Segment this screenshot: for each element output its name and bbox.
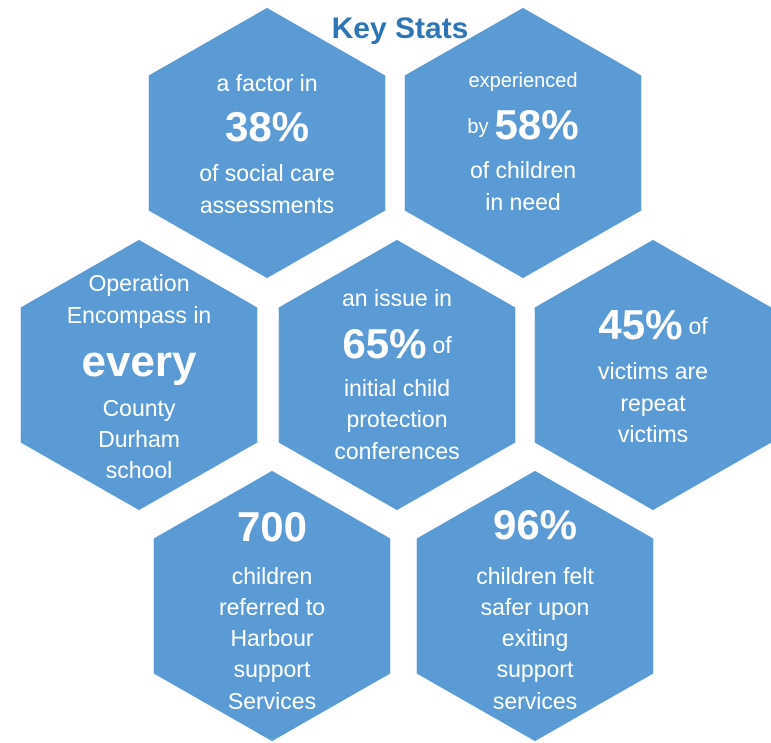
hex-text: County	[103, 395, 176, 421]
hex-line: victims are	[598, 358, 708, 384]
hex-line: assessments	[200, 192, 334, 218]
hex-line: children felt	[476, 563, 594, 589]
hex-line: school	[106, 457, 172, 483]
hex-text: Operation	[88, 270, 189, 296]
hex-text: protection	[346, 406, 447, 432]
hex-line: Harbour	[230, 625, 313, 651]
hex-line: repeat	[620, 390, 686, 416]
hex-text: a factor in	[217, 70, 318, 96]
hexagon	[415, 469, 655, 743]
hex-line: in need	[485, 189, 560, 215]
hex-line: a factor in	[217, 70, 318, 96]
hex-line: Operation	[88, 270, 189, 296]
hex-text: children felt	[476, 563, 594, 589]
hex-text: Durham	[98, 426, 180, 452]
hex-line: County	[103, 395, 176, 421]
hex-text: of	[432, 332, 452, 358]
hex-line: conferences	[334, 438, 459, 464]
hex-line: Encompass in	[67, 302, 211, 328]
hex-line: of children	[470, 157, 576, 183]
hex-text: repeat	[620, 390, 686, 416]
hex-line: Durham	[98, 426, 180, 452]
hex-highlight: 58%	[495, 101, 579, 148]
hex-line: children	[232, 563, 313, 589]
hex-text: support	[497, 656, 574, 682]
hex-line: by 58%	[467, 101, 578, 148]
hexagon	[277, 238, 517, 512]
hexagon	[19, 238, 259, 512]
hex-text: victims	[618, 421, 688, 447]
hex-line: referred to	[219, 594, 325, 620]
hex-text: conferences	[334, 438, 459, 464]
hex-line: safer upon	[481, 594, 590, 620]
hex-highlight: 45%	[598, 301, 682, 348]
hex-line: every	[81, 337, 197, 386]
hex-text: Services	[228, 688, 316, 714]
hex-line: 38%	[225, 103, 309, 150]
hex-text: of children	[470, 157, 576, 183]
hex-line: victims	[618, 421, 688, 447]
hex-text: safer upon	[481, 594, 590, 620]
hex-text: by	[467, 116, 488, 138]
hex-line: protection	[346, 406, 447, 432]
hex-line: 700	[237, 503, 307, 550]
hex-line: services	[493, 688, 577, 714]
hex-text: victims are	[598, 358, 708, 384]
hex-line: support	[234, 656, 311, 682]
hex-text: assessments	[200, 192, 334, 218]
hex-line: of social care	[199, 160, 335, 186]
hexagon	[147, 6, 387, 280]
hex-line: an issue in	[342, 285, 452, 311]
hex-text: exiting	[502, 625, 568, 651]
hex-text: initial child	[344, 375, 450, 401]
hex-text: referred to	[219, 594, 325, 620]
hex-text: of	[688, 313, 708, 339]
hex-text: services	[493, 688, 577, 714]
hexagon	[152, 469, 392, 743]
hexagon	[403, 6, 643, 280]
hex-line: support	[497, 656, 574, 682]
hex-highlight: 65%	[342, 320, 426, 367]
hex-text: children	[232, 563, 313, 589]
hex-text: school	[106, 457, 172, 483]
hex-text: in need	[485, 189, 560, 215]
hex-line: 65% of	[342, 320, 452, 367]
hex-highlight: 38%	[225, 103, 309, 150]
hex-highlight: 96%	[493, 501, 577, 548]
hex-line: exiting	[502, 625, 568, 651]
hex-highlight: 700	[237, 503, 307, 550]
hex-line: 96%	[493, 501, 577, 548]
hex-text: experienced	[469, 70, 578, 92]
hexagon	[533, 238, 771, 512]
hex-text: Encompass in	[67, 302, 211, 328]
hex-text: support	[234, 656, 311, 682]
hex-highlight: every	[81, 337, 197, 386]
hex-line: initial child	[344, 375, 450, 401]
hex-text: Harbour	[230, 625, 313, 651]
hex-line: 45% of	[598, 301, 708, 348]
hex-line: experienced	[469, 70, 578, 92]
hex-line: Services	[228, 688, 316, 714]
title: Key Stats	[332, 12, 469, 45]
hex-text: of social care	[199, 160, 335, 186]
hex-text: an issue in	[342, 285, 452, 311]
